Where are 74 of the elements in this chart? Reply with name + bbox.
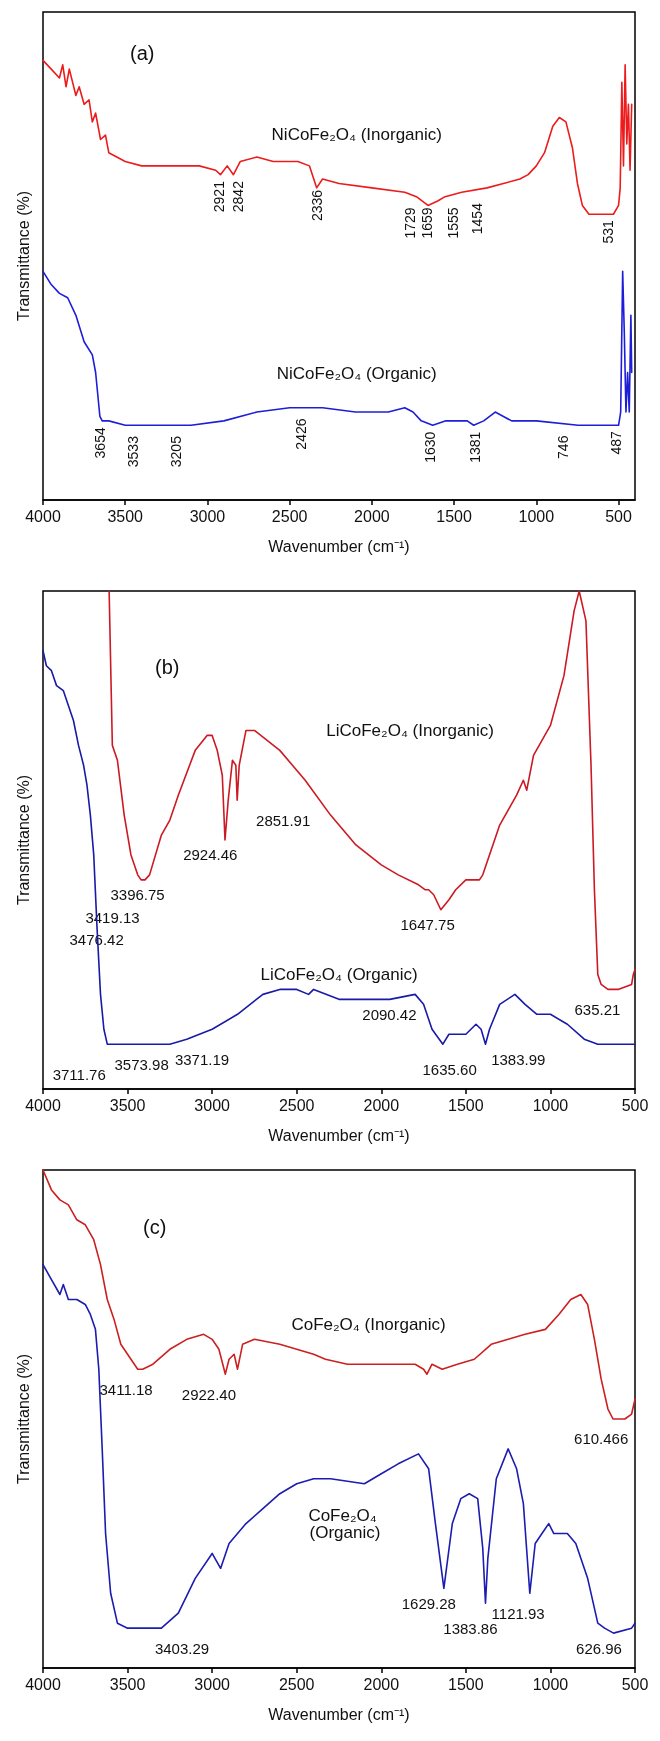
x-tick-label: 2500: [271, 507, 308, 525]
annotation: 3411.18: [99, 1380, 153, 1398]
x-tick-label: 1000: [518, 507, 555, 525]
x-tick-label: 4000: [25, 1675, 61, 1693]
annotation: 1635.60: [422, 1060, 477, 1078]
chart-title: (a): [130, 42, 155, 64]
text: (b): [155, 656, 180, 678]
annotation: 2924.46: [183, 846, 238, 864]
annotation: 1647.75: [400, 916, 455, 934]
annotation: 1630: [421, 431, 438, 463]
x-tick-label: 500: [621, 1675, 649, 1693]
annotation: 635.21: [574, 1000, 621, 1018]
annotation: 1381: [467, 431, 483, 463]
x-tick-label: 1000: [532, 1675, 569, 1693]
series-label: LiCoFe₂O₄ (Organic): [260, 964, 418, 984]
annotation: 3403.29: [154, 1639, 210, 1657]
annotation: 3396.75: [110, 886, 165, 904]
annotation: 2090.42: [362, 1005, 417, 1023]
x-tick-label: 500: [621, 1096, 649, 1114]
series-label: CoFe₂O₄ (Inorganic): [291, 1314, 446, 1334]
annotation: 2921: [210, 180, 227, 213]
annotation: 1659: [418, 207, 435, 239]
x-tick-label: 1500: [448, 1675, 484, 1693]
annotation: 3371.19: [174, 1050, 230, 1068]
x-tick-label: 500: [605, 507, 632, 525]
text: LiCoFe₂O₄ (Inorganic): [326, 720, 494, 740]
x-tick-label: 2500: [278, 1675, 315, 1693]
annotation: 626.96: [576, 1639, 622, 1657]
x-tick-label: 2500: [278, 1096, 315, 1114]
annotation: 1555: [445, 207, 462, 239]
annotation: 3711.76: [52, 1065, 106, 1083]
annotation: 2842: [229, 180, 246, 213]
series-label: NiCoFe₂O₄ (Organic): [276, 363, 437, 383]
x-tick-label: 1000: [532, 1096, 569, 1114]
annotation: 531: [600, 219, 617, 244]
x-tick-label: 2000: [363, 1096, 400, 1114]
annotation: 1729: [402, 207, 419, 239]
annotation: 3533: [124, 435, 141, 468]
annotation: 3654: [92, 427, 109, 459]
x-tick-label: 3500: [109, 1096, 146, 1114]
x-axis-title: Wavenumber (cm⁻¹): [268, 1126, 410, 1144]
annotation: 1383.86: [443, 1619, 498, 1637]
annotation: 2922.40: [181, 1385, 237, 1403]
x-axis-title: Wavenumber (cm⁻¹): [268, 537, 410, 555]
x-tick-label: 1500: [448, 1096, 484, 1114]
series-label: CoFe₂O₄ (Organic): [308, 1505, 382, 1542]
x-tick-label: 1500: [436, 507, 473, 525]
annotation: 2851.91: [256, 811, 311, 829]
annotation: 610.466: [574, 1430, 629, 1448]
annotation: 1454: [468, 202, 485, 235]
x-tick-label: 4000: [25, 1096, 61, 1114]
x-tick-label: 3500: [109, 1675, 146, 1693]
annotation: 1383.99: [491, 1050, 546, 1068]
text: (c): [143, 1216, 167, 1238]
x-tick-label: 3000: [189, 507, 226, 525]
x-tick-label: 4000: [25, 507, 61, 525]
x-tick-label: 3000: [194, 1675, 231, 1693]
x-tick-label: 2000: [363, 1675, 400, 1693]
x-axis-title: Wavenumber (cm⁻¹): [268, 1705, 410, 1723]
y-axis-title: Transmittance (%): [14, 1353, 32, 1485]
series-label: NiCoFe₂O₄ (Inorganic): [271, 124, 442, 144]
annotation: 2426: [292, 418, 309, 450]
y-axis-title: Transmittance (%): [14, 190, 32, 322]
annotation: 746: [555, 435, 572, 459]
annotation: 3205: [167, 435, 184, 468]
annotation: 487: [607, 430, 624, 455]
annotation: 3573.98: [114, 1055, 169, 1073]
y-axis-title: Transmittance (%): [14, 774, 32, 906]
x-tick-label: 3000: [194, 1096, 231, 1114]
annotation: 1629.28: [401, 1594, 456, 1612]
annotation: 1121.93: [491, 1604, 545, 1622]
annotation: 2336: [308, 189, 325, 222]
x-tick-label: 3500: [107, 507, 144, 525]
x-tick-label: 2000: [354, 507, 390, 525]
